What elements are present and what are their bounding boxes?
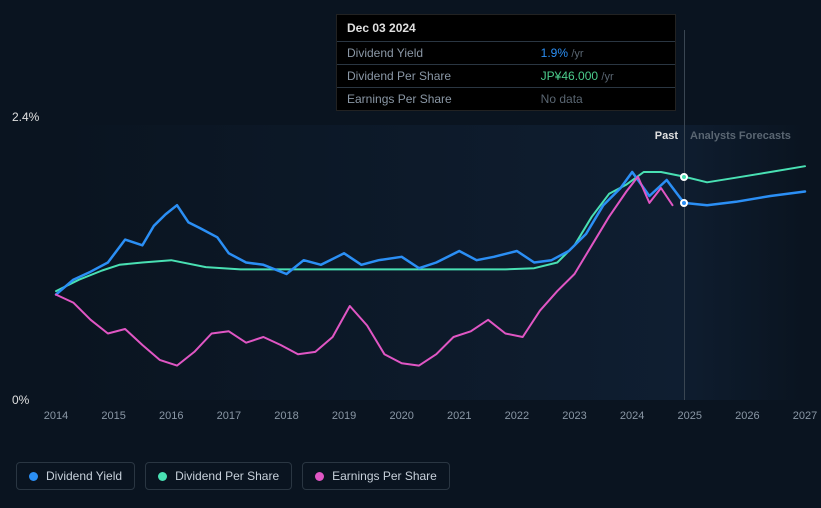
x-axis-tick: 2014 bbox=[44, 410, 68, 422]
x-axis-tick: 2019 bbox=[332, 410, 356, 422]
legend-label: Dividend Yield bbox=[46, 469, 122, 483]
tooltip-row-value: JP¥46.000 /yr bbox=[531, 65, 675, 88]
tooltip-row-value: No data bbox=[531, 88, 675, 111]
x-axis-tick: 2025 bbox=[678, 410, 702, 422]
y-axis-max: 2.4% bbox=[12, 110, 39, 124]
tooltip-date: Dec 03 2024 bbox=[337, 15, 675, 41]
series-marker bbox=[680, 199, 688, 207]
legend-item-eps[interactable]: Earnings Per Share bbox=[302, 462, 450, 490]
legend-dot bbox=[315, 472, 324, 481]
chart: 2.4% 0% Past Analysts Forecasts 20142015… bbox=[16, 105, 805, 430]
legend-label: Dividend Per Share bbox=[175, 469, 279, 483]
x-axis-tick: 2016 bbox=[159, 410, 183, 422]
series-svg bbox=[56, 125, 805, 400]
x-axis: 2014201520162017201820192020202120222023… bbox=[56, 410, 805, 430]
x-axis-tick: 2024 bbox=[620, 410, 644, 422]
legend-item-divYield[interactable]: Dividend Yield bbox=[16, 462, 135, 490]
x-axis-tick: 2027 bbox=[793, 410, 817, 422]
x-axis-tick: 2026 bbox=[735, 410, 759, 422]
tooltip-row-label: Dividend Per Share bbox=[337, 65, 531, 88]
x-axis-tick: 2022 bbox=[505, 410, 529, 422]
tooltip-table: Dividend Yield1.9% /yrDividend Per Share… bbox=[337, 41, 675, 110]
series-eps bbox=[56, 177, 673, 366]
tooltip-row-label: Earnings Per Share bbox=[337, 88, 531, 111]
legend-item-divPerShare[interactable]: Dividend Per Share bbox=[145, 462, 292, 490]
series-divYield bbox=[56, 172, 805, 295]
legend-dot bbox=[158, 472, 167, 481]
legend-label: Earnings Per Share bbox=[332, 469, 437, 483]
tooltip-row-value: 1.9% /yr bbox=[531, 42, 675, 65]
series-divPerShare bbox=[56, 166, 805, 291]
x-axis-tick: 2015 bbox=[101, 410, 125, 422]
plot-area[interactable]: Past Analysts Forecasts bbox=[56, 125, 805, 400]
x-axis-tick: 2020 bbox=[389, 410, 413, 422]
tooltip-row-label: Dividend Yield bbox=[337, 42, 531, 65]
legend: Dividend Yield Dividend Per Share Earnings… bbox=[16, 462, 450, 490]
hover-tooltip: Dec 03 2024 Dividend Yield1.9% /yrDivide… bbox=[336, 14, 676, 111]
x-axis-tick: 2023 bbox=[562, 410, 586, 422]
x-axis-tick: 2017 bbox=[217, 410, 241, 422]
legend-dot bbox=[29, 472, 38, 481]
x-axis-tick: 2018 bbox=[274, 410, 298, 422]
x-axis-tick: 2021 bbox=[447, 410, 471, 422]
series-marker bbox=[680, 173, 688, 181]
y-axis-min: 0% bbox=[12, 393, 29, 407]
